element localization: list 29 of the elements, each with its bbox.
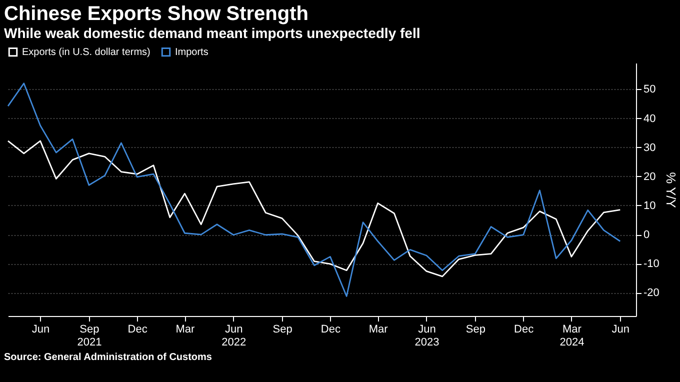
x-tick-label: Jun	[32, 324, 50, 336]
y-tick-label: -10	[644, 258, 660, 270]
x-tick-label: Jun	[612, 324, 630, 336]
source-note: Source: General Administration of Customs	[4, 352, 212, 363]
x-tick-label: Mar	[176, 324, 196, 336]
chart-title: Chinese Exports Show Strength	[4, 3, 308, 25]
y-tick-label: -20	[644, 287, 660, 300]
x-tick-label: Sep	[466, 324, 486, 336]
y-tick-label: 0	[644, 229, 650, 242]
legend-label: Imports	[175, 47, 208, 58]
y-tick-label: 30	[644, 142, 656, 154]
chart-subtitle: While weak domestic demand meant imports unexpectedly fell	[4, 25, 420, 41]
line-series	[7, 140, 621, 278]
x-tick-label: Dec	[514, 324, 534, 336]
x-tick-label: Dec	[320, 324, 341, 336]
x-tick-label: Mar	[368, 324, 388, 336]
y-tick-label: 20	[644, 170, 656, 183]
y-axis-title: % Y/Y	[663, 172, 678, 208]
y-tick-label: 50	[644, 84, 656, 96]
y-tick-label: 40	[644, 112, 656, 125]
x-tick-label: Jun 2022	[222, 324, 246, 348]
x-tick-label: Sep 2021	[77, 324, 102, 348]
line-series	[7, 82, 621, 297]
x-tick-label: Jun 2023	[414, 324, 440, 348]
x-tick-label: Mar 2024	[560, 324, 584, 348]
x-tick-label: Sep	[272, 324, 292, 336]
y-tick-label: 10	[644, 200, 656, 212]
x-tick-label: Dec	[128, 324, 148, 336]
legend-label: Exports (in U.S. dollar terms)	[22, 47, 150, 58]
